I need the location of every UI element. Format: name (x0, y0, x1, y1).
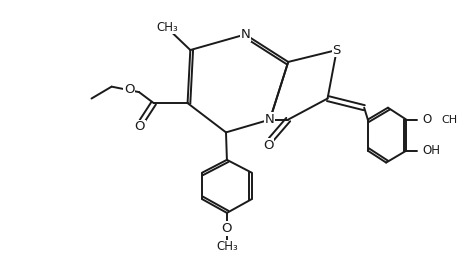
Text: O: O (263, 139, 273, 152)
Text: CH₃: CH₃ (216, 240, 238, 253)
Text: O: O (135, 120, 145, 133)
Text: S: S (333, 43, 341, 57)
Text: O: O (423, 113, 432, 126)
Text: N: N (265, 113, 275, 126)
Text: CH₃: CH₃ (157, 21, 178, 34)
Text: O: O (222, 222, 232, 235)
Text: N: N (240, 28, 250, 41)
Text: CH₃: CH₃ (441, 115, 457, 124)
Text: OH: OH (423, 144, 441, 157)
Text: O: O (124, 83, 134, 96)
